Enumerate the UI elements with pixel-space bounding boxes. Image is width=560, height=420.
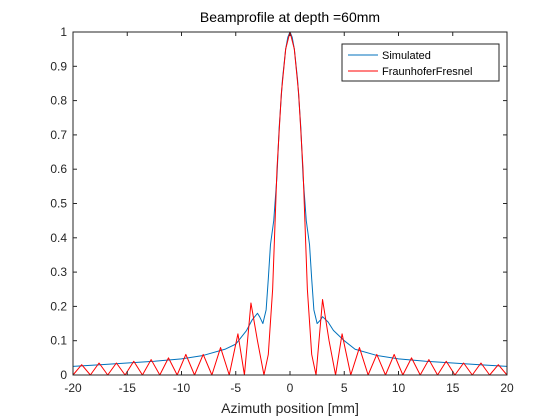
- y-tick-label: 0: [60, 368, 67, 382]
- plot-area: [73, 32, 507, 375]
- y-tick-label: 0.7: [50, 128, 67, 142]
- y-tick-label: 0.3: [50, 265, 67, 279]
- x-tick-label: 5: [341, 381, 348, 395]
- y-tick-label: 1: [60, 25, 67, 39]
- y-tick-label: 0.8: [50, 94, 67, 108]
- y-tick-label: 0.5: [50, 197, 67, 211]
- y-tick-label: 0.9: [50, 59, 67, 73]
- x-tick-label: 0: [287, 381, 294, 395]
- legend-entry-label: FraunhoferFresnel: [382, 66, 473, 78]
- x-tick-label: -5: [230, 381, 241, 395]
- x-tick-label: -10: [173, 381, 191, 395]
- axes-layer: -20 -15 -10 -5 0 5 10 15 20 0 0.1 0.2 0.3 0.4 0.5 0.6 0.…: [50, 25, 514, 395]
- y-tick-label: 0.4: [50, 231, 67, 245]
- x-tick-label: -15: [119, 381, 137, 395]
- chart-title: Beamprofile at depth =60mm: [200, 9, 380, 25]
- x-tick-label: 10: [392, 381, 406, 395]
- legend-box: [341, 43, 500, 82]
- y-tick-label: 0.6: [50, 162, 67, 176]
- y-tick-label: 0.1: [50, 334, 67, 348]
- legend: Simulated FraunhoferFresnel: [341, 43, 500, 82]
- x-tick-label: 20: [500, 381, 514, 395]
- y-tick-label: 0.2: [50, 299, 67, 313]
- x-tick-label: -20: [64, 381, 82, 395]
- x-tick-label: 15: [446, 381, 460, 395]
- x-axis-label: Azimuth position [mm]: [221, 400, 359, 416]
- legend-entry-label: Simulated: [382, 50, 431, 62]
